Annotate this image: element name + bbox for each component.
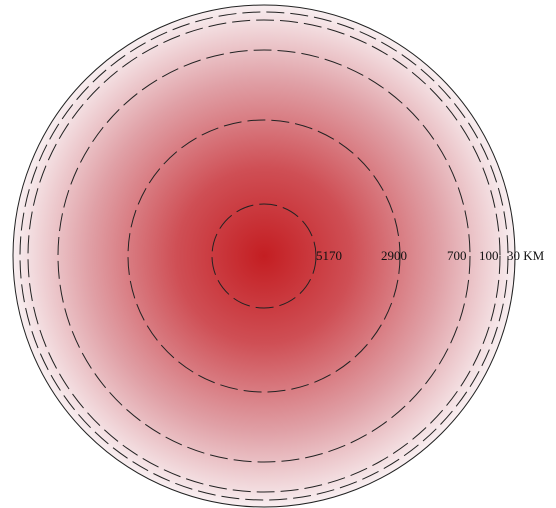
- earth-layers-diagram: 5170 2900 700 100 30 KM: [0, 0, 556, 508]
- depth-label: 5170: [316, 248, 342, 263]
- depth-label: 30 KM: [507, 248, 545, 263]
- depth-label: 2900: [381, 248, 407, 263]
- earth-surface: [13, 5, 515, 507]
- depth-label: 700: [447, 248, 467, 263]
- depth-label: 100: [479, 248, 499, 263]
